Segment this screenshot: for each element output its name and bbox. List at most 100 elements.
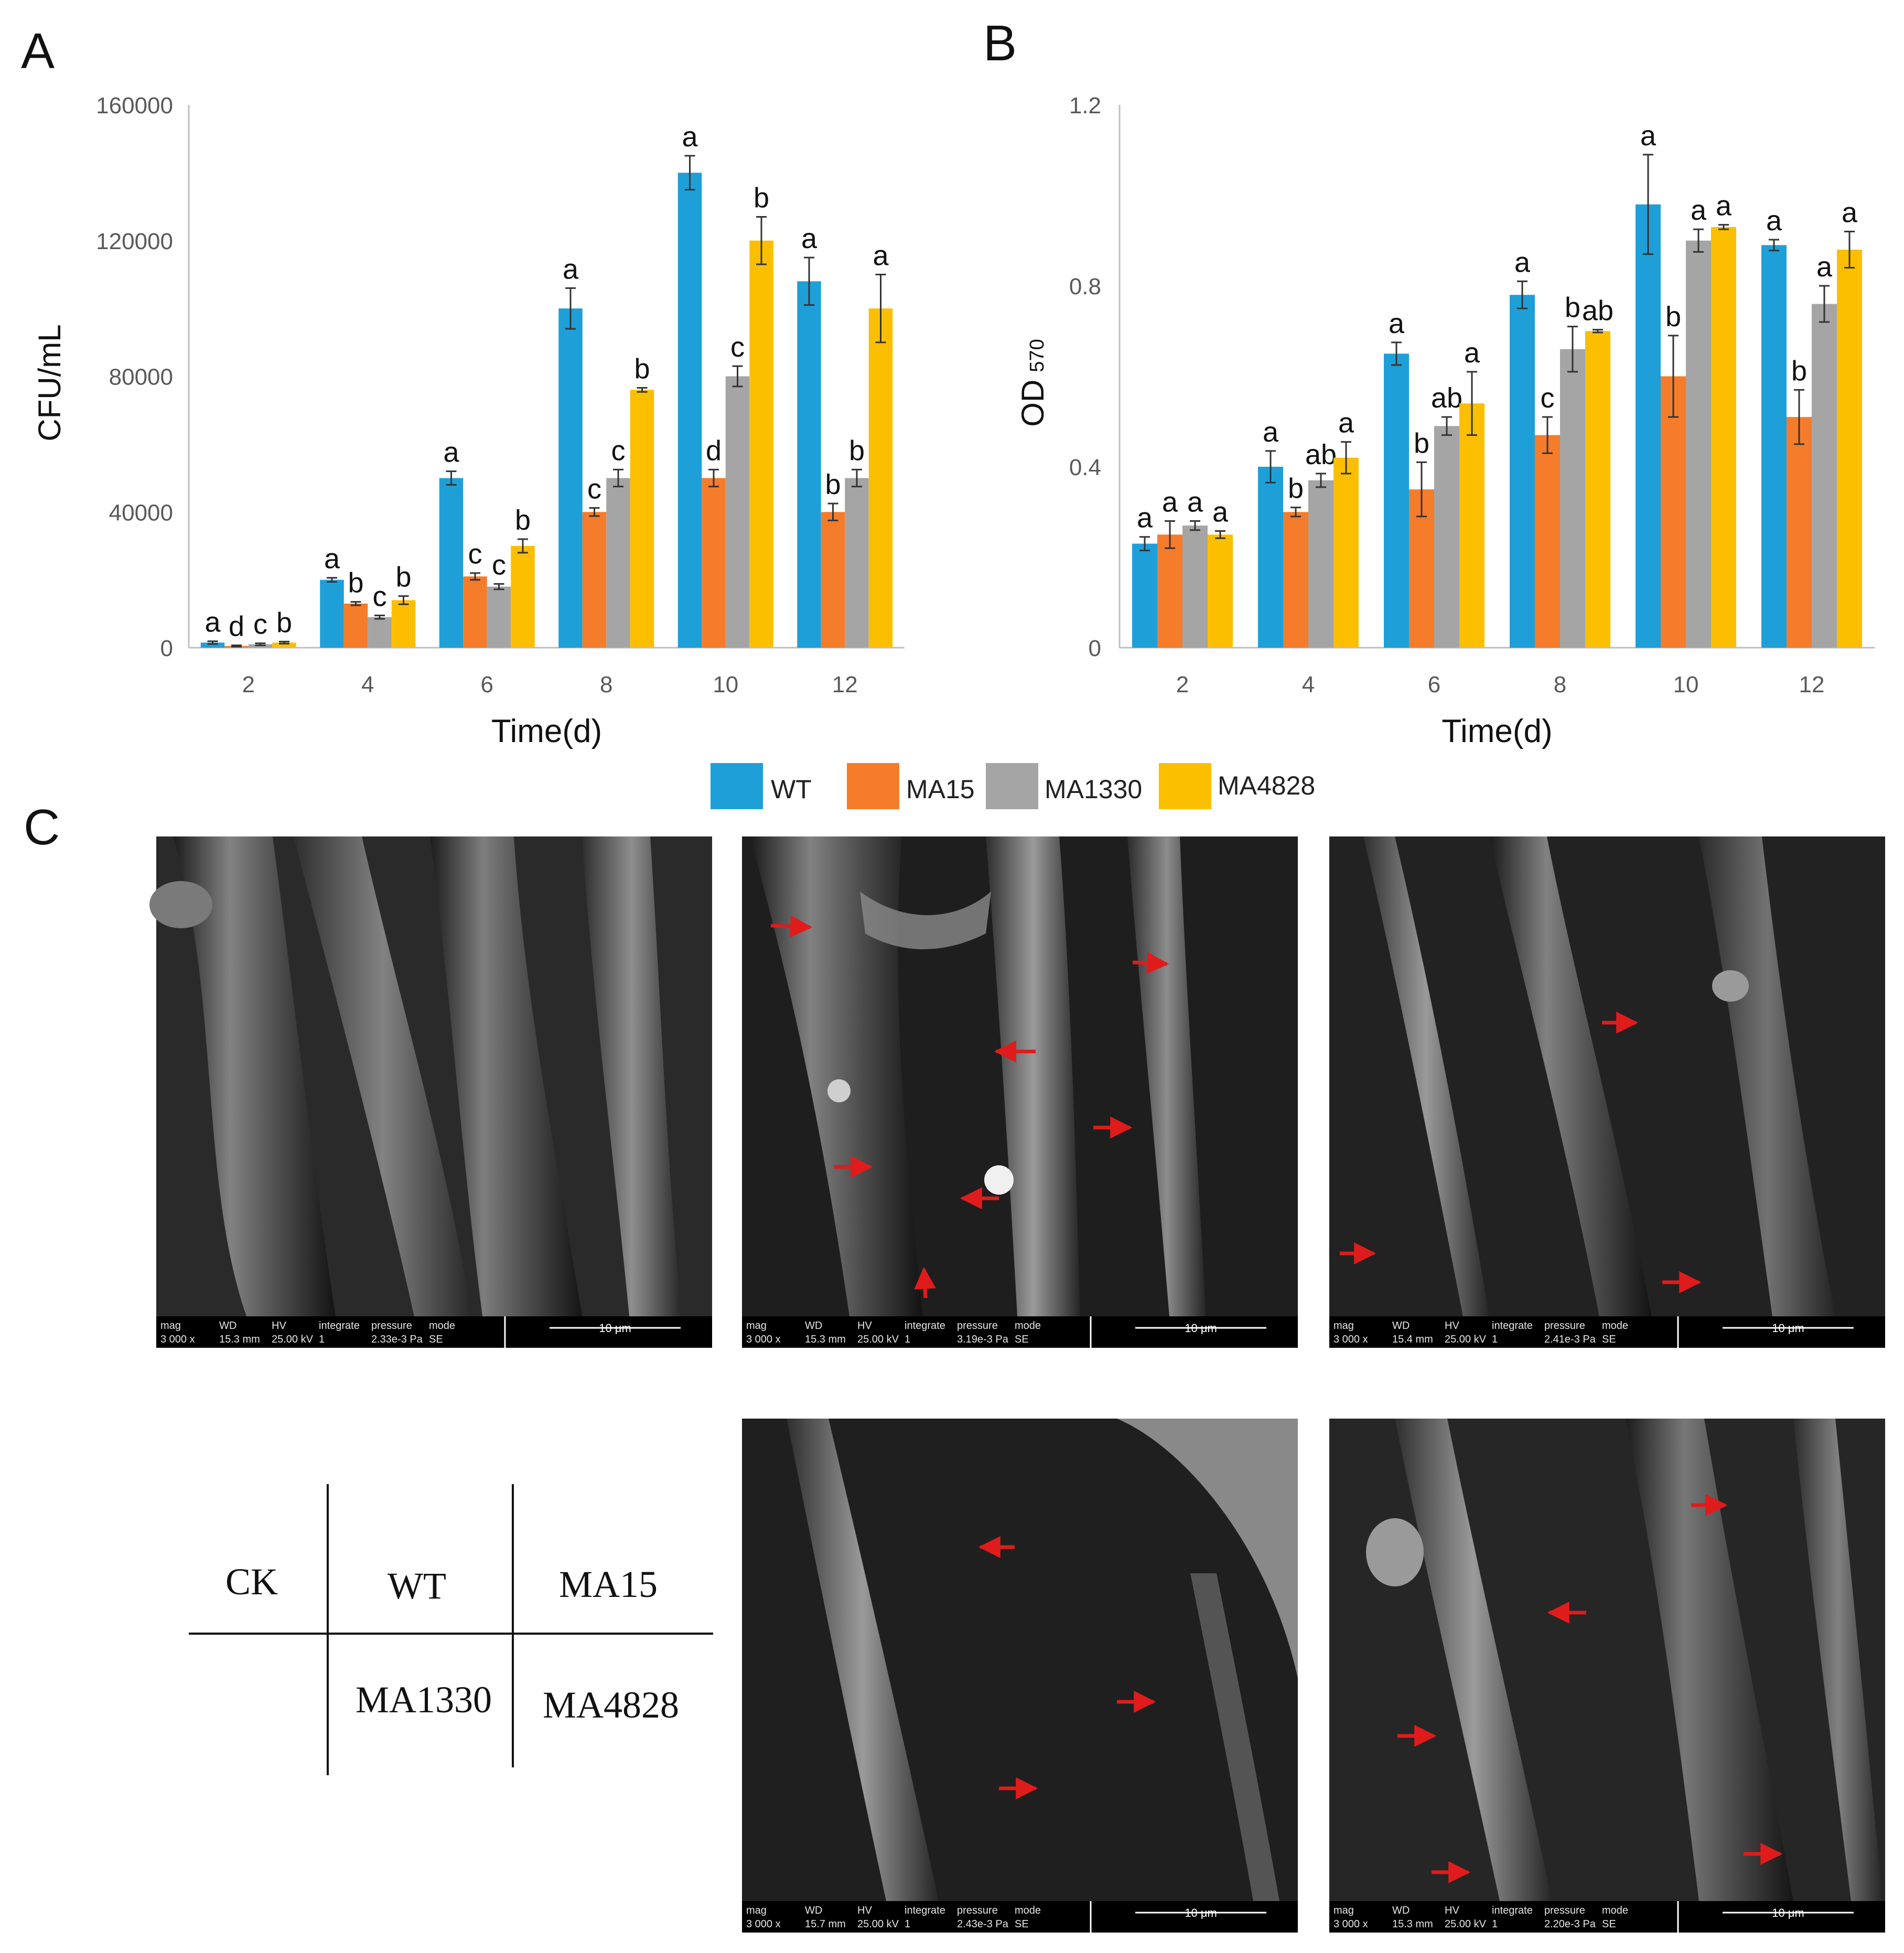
significance-letter: b [1565,292,1580,324]
bar-ma1330-8 [606,478,630,648]
sem-footer-value: 3.19e-3 Pa [957,1334,1009,1345]
significance-letter: a [1338,407,1354,439]
significance-letter: b [754,182,769,213]
significance-letter: a [1766,205,1782,237]
bar-ma4828-6 [1459,403,1485,648]
key-ck: CK [225,1561,278,1603]
scale-bar-label: 10 μm [1185,1906,1217,1919]
bar-wt-10 [1636,204,1661,648]
sem-footer-value: 1 [1492,1918,1498,1930]
sem-footer-header: mag [160,1320,181,1332]
sem-footer-value: 15.4 mm [1392,1334,1433,1345]
sem-footer-value: SE [1602,1918,1616,1930]
significance-letter: a [563,253,579,285]
bar-ma15-6 [463,576,487,648]
y-tick-label: 0.4 [1069,455,1101,480]
key-ma4828: MA4828 [543,1684,679,1726]
significance-letter: ab [1305,439,1337,470]
bar-ma1330-12 [845,478,869,648]
significance-letter: c [730,331,745,363]
sem-footer-value: 2.43e-3 Pa [957,1918,1009,1930]
bar-ma4828-4 [1333,457,1359,648]
sem-footer-value: 3 000 x [746,1334,781,1345]
significance-letter: a [205,607,221,638]
sem-footer-value: 2.33e-3 Pa [371,1334,423,1345]
significance-letter: c [373,581,387,613]
bar-ma1330-4 [368,617,392,648]
y-tick-label: 80000 [109,364,173,390]
legend: WT MA15 MA1330 MA4828 [711,763,1315,809]
sem-footer-header: pressure [957,1905,998,1916]
sem-footer-header: WD [805,1905,822,1916]
legend-swatch-wt [711,763,763,809]
sem-footer-header: HV [857,1320,872,1332]
bar-ma4828-6 [511,545,535,648]
key-ma15: MA15 [559,1563,658,1605]
significance-letter: a [1842,197,1858,229]
sem-footer-value: 3 000 x [746,1918,781,1930]
sem-footer-header: HV [1445,1905,1459,1916]
significance-letter: a [1263,416,1279,448]
bar-wt-4 [1258,467,1283,648]
significance-letter: b [1414,427,1429,459]
sem-footer-value: 15.3 mm [219,1334,260,1345]
significance-letter: a [1137,502,1153,534]
sem-footer-value: 1 [1492,1334,1498,1345]
bar-wt-12 [1761,245,1787,648]
bar-wt-4 [320,580,344,648]
bar-ma4828-8 [630,390,654,648]
bar-ma4828-10 [1711,227,1736,648]
significance-letter: c [1541,382,1555,414]
sem-image-ma15: mag 3 000 x WD 15.4 mm HV 25.00 kV integrate 1 p… [1329,836,1885,1348]
sem-footer-header: mode [1602,1905,1628,1916]
sem-footer-header: mode [1015,1905,1041,1916]
sem-footer-header: integrate [1492,1905,1533,1916]
sem-footer-header: WD [1392,1320,1410,1332]
sem-footer-value: 3 000 x [1333,1334,1368,1345]
sem-footer-header: WD [805,1320,822,1332]
significance-letter: a [1816,251,1833,283]
sem-footer-value: 25.00 kV [857,1334,899,1345]
x-tick-label: 2 [242,672,255,698]
significance-letter: a [682,121,698,153]
bar-wt-2 [1132,543,1157,648]
bar-ma4828-12 [868,308,893,648]
panel-label-b: B [983,15,1017,71]
significance-letter: a [443,437,459,468]
significance-letter: a [1212,496,1229,528]
x-tick-label: 8 [600,672,612,698]
significance-letter: d [706,435,722,466]
sem-footer-value: SE [1602,1334,1616,1345]
significance-letter: b [348,567,363,599]
sem-footer-header: integrate [905,1320,945,1332]
significance-letter: c [468,539,482,570]
significance-letter: c [587,473,601,505]
sem-footer-header: HV [1445,1320,1459,1332]
legend-label-ma15: MA15 [906,775,975,804]
layout-key-grid: CK WT MA15 MA1330 MA4828 [189,1484,713,1775]
significance-letter: b [1288,473,1304,505]
bar-ma4828-4 [391,600,416,648]
legend-swatch-ma4828 [1159,763,1211,809]
legend-label-ma4828: MA4828 [1218,771,1315,800]
sem-image-ma1330: mag 3 000 x WD 15.7 mm HV 25.00 kV integrate 1 p… [742,1419,1298,1933]
sem-footer-header: mode [1015,1320,1041,1332]
x-tick-label: 2 [1176,672,1189,698]
bar-ma15-10 [702,478,726,648]
sem-image-ma4828: mag 3 000 x WD 15.3 mm HV 25.00 kV integrate 1 p… [1329,1419,1885,1933]
bar-ma15-4 [1283,512,1308,648]
bar-ma1330-6 [1434,426,1459,648]
significance-letter: b [515,505,531,536]
bar-ma15-12 [1787,417,1812,648]
x-tick-label: 6 [1428,672,1440,698]
bar-ma15-8 [582,512,607,648]
significance-letter: b [825,469,841,500]
x-tick-label: 4 [361,672,374,698]
scale-bar-label: 10 μm [1772,1322,1804,1335]
significance-letter: a [1389,308,1405,339]
bar-wt-12 [797,281,821,648]
bar-ma4828-12 [1837,250,1862,648]
sem-footer-header: mag [1333,1320,1354,1332]
sem-footer-header: integrate [1492,1320,1533,1332]
